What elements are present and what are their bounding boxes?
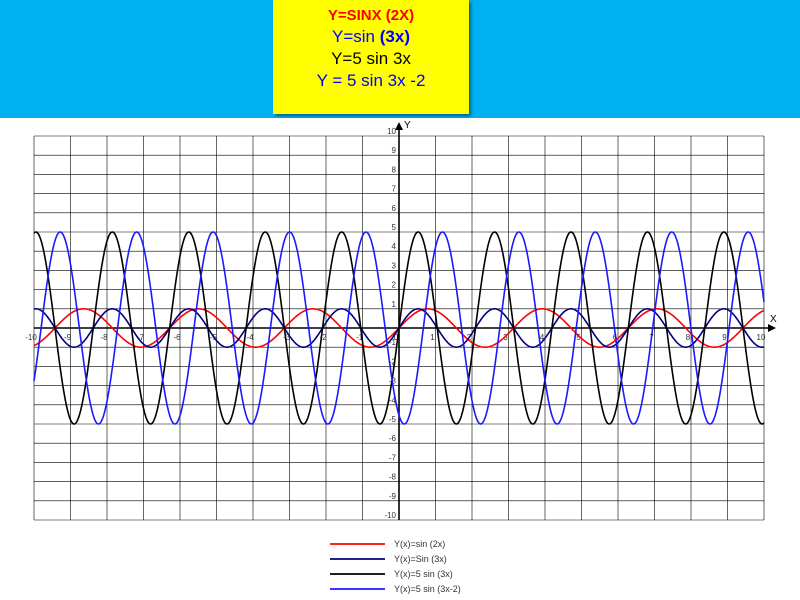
x-tick-label: -3 [283, 333, 291, 342]
x-tick-label: -1 [356, 333, 364, 342]
y-tick-label: -1 [389, 338, 397, 347]
x-tick-label: 1 [430, 333, 435, 342]
series-line-3 [33, 231, 765, 425]
x-tick-label: 4 [540, 333, 545, 342]
legend-label-2: Y(x)=Sin (3x) [394, 554, 447, 564]
tick-labels: -10 -9 -8 -7 -6 -5 -4 -3 -2 -1 0 1 2 3 4 5 6 7 8 9 10-10-9-8… [25, 127, 766, 520]
y-tick-label: 4 [392, 242, 397, 251]
x-tick-label: -8 [100, 333, 108, 342]
x-tick-label: 10 [757, 333, 766, 342]
y-tick-label: -5 [389, 415, 397, 424]
title-line-2-bold: (3x) [379, 27, 410, 46]
x-tick-label: 5 [576, 333, 581, 342]
y-tick-label: -8 [389, 473, 397, 482]
legend-label-1: Y(x)=sin (2x) [394, 539, 445, 549]
y-tick-label: 10 [387, 127, 396, 136]
x-tick-label: 0 [394, 333, 399, 342]
title-line-1: Y=SINX (2X) [327, 7, 415, 24]
y-tick-label: -2 [389, 357, 397, 366]
legend-label-4: Y(x)=5 sin (3x-2) [394, 584, 461, 594]
x-tick-label: -4 [246, 333, 254, 342]
curves [33, 231, 765, 425]
title-line-3: Y=5 sin 3x [331, 49, 411, 68]
y-tick-label: 7 [392, 185, 397, 194]
y-tick-label: -9 [389, 492, 397, 501]
legend: Y(x)=sin (2x) Y(x)=Sin (3x) Y(x)=5 sin (3x… [330, 539, 461, 594]
function-graph: XY -10 -9 -8 -7 -6 -5 -4 -3 -2 -1 0 1 2 3 4 5 6 7 8 9 10-10-… [25, 120, 777, 594]
x-axis-label: X [770, 314, 777, 325]
y-tick-label: -6 [389, 434, 397, 443]
x-tick-label: -2 [319, 333, 327, 342]
y-axis-label: Y [404, 120, 411, 131]
x-tick-label: -7 [137, 333, 145, 342]
series-line-4 [33, 231, 765, 425]
x-axis-arrow [768, 324, 776, 332]
y-tick-label: 3 [392, 261, 397, 270]
y-tick-label: -4 [389, 396, 397, 405]
title-box: Y=SINX (2X) Y=sin (3x) Y=5 sin 3x Y = 5 … [273, 0, 469, 114]
y-tick-label: 9 [392, 146, 397, 155]
x-tick-label: 8 [686, 333, 691, 342]
legend-label-3: Y(x)=5 sin (3x) [394, 569, 453, 579]
y-tick-label: -10 [384, 511, 396, 520]
y-tick-label: 8 [392, 165, 397, 174]
y-tick-label: 1 [392, 300, 397, 309]
title-line-4: Y = 5 sin 3x -2 [316, 71, 426, 90]
x-tick-label: 3 [503, 333, 508, 342]
y-tick-label: 6 [392, 204, 397, 213]
title-line-2-text: Y=sin [332, 27, 380, 46]
title-line-2: Y=sin (3x) [273, 26, 469, 48]
y-axis-arrow [395, 122, 403, 130]
x-tick-label: 9 [722, 333, 727, 342]
y-tick-label: -7 [389, 453, 397, 462]
y-tick-label: 2 [392, 281, 397, 290]
x-tick-label: -10 [25, 333, 37, 342]
x-tick-label: -9 [64, 333, 72, 342]
y-tick-label: 5 [392, 223, 397, 232]
x-tick-label: -6 [173, 333, 181, 342]
